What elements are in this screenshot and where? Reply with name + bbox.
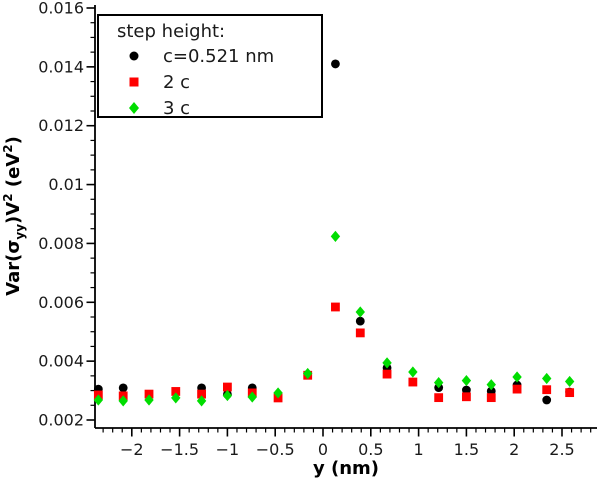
data-point-diamond xyxy=(512,371,522,383)
y-tick-label: 0.014 xyxy=(38,57,84,76)
data-point-diamond xyxy=(542,372,552,385)
data-point-circle xyxy=(542,395,552,405)
green-diamond-marker-icon xyxy=(117,101,151,115)
data-point-diamond xyxy=(408,366,418,378)
data-point-circle xyxy=(331,59,340,69)
data-point-diamond xyxy=(93,394,104,406)
data-point-square xyxy=(486,393,496,403)
x-tick-label: 1 xyxy=(414,440,424,459)
data-point-square xyxy=(171,387,181,396)
data-point-diamond xyxy=(382,357,392,369)
legend-item-label: 2 c xyxy=(163,71,191,93)
y-tick-label: 0.016 xyxy=(38,0,84,17)
data-point-square xyxy=(382,369,392,379)
data-point-diamond xyxy=(222,389,233,402)
data-point-diamond xyxy=(330,230,341,242)
data-point-square xyxy=(223,382,232,392)
data-point-square xyxy=(462,392,471,402)
data-point-diamond xyxy=(273,387,283,399)
x-tick-label: −1.5 xyxy=(160,440,199,459)
data-point-square xyxy=(512,384,522,394)
data-point-square xyxy=(331,302,340,312)
y-tick-label: 0.006 xyxy=(38,293,84,312)
data-point-diamond xyxy=(171,392,181,404)
x-tick-label: 0.5 xyxy=(358,440,383,459)
data-point-diamond xyxy=(461,374,472,387)
x-tick-label: 2.5 xyxy=(549,440,574,459)
data-point-diamond xyxy=(433,377,444,389)
data-point-diamond xyxy=(486,379,496,391)
data-point-diamond xyxy=(247,391,257,403)
legend-item-c: c=0.521 nm xyxy=(99,43,321,69)
legend-item-label: c=0.521 nm xyxy=(163,45,275,67)
data-point-square xyxy=(434,393,444,403)
y-tick-label: 0.008 xyxy=(38,234,84,253)
red-square-marker-icon xyxy=(117,76,151,88)
legend-item-2c: 2 c xyxy=(99,69,321,95)
x-axis-title: y (nm) xyxy=(312,458,380,479)
y-tick-label: 0.004 xyxy=(38,352,84,371)
x-tick-label: 2 xyxy=(509,440,519,459)
data-point-circle xyxy=(355,316,365,326)
legend-title: step height: xyxy=(117,21,226,42)
y-axis-title: Var(σyy)V2 (eV2) xyxy=(1,136,27,296)
data-point-square xyxy=(144,389,154,399)
x-tick-label: −0.5 xyxy=(256,440,295,459)
data-point-diamond xyxy=(196,395,207,407)
x-tick-label: −1 xyxy=(216,440,240,459)
y-tick-label: 0.01 xyxy=(48,175,84,194)
data-point-circle xyxy=(118,383,128,393)
legend-item-3c: 3 c xyxy=(99,95,321,121)
data-point-square xyxy=(355,328,365,338)
legend-item-label: 3 c xyxy=(163,97,191,119)
x-tick-label: 1.5 xyxy=(454,440,479,459)
legend: step height: c=0.521 nm 2 c 3 c xyxy=(97,14,323,121)
data-point-diamond xyxy=(303,367,313,380)
y-tick-label: 0.002 xyxy=(38,411,84,430)
y-tick-label: 0.012 xyxy=(38,116,84,135)
data-point-square xyxy=(408,377,418,387)
data-point-diamond xyxy=(355,306,365,318)
x-tick-label: 0 xyxy=(318,440,328,459)
data-point-circle xyxy=(462,385,471,395)
data-point-diamond xyxy=(144,394,154,406)
data-point-square xyxy=(197,389,206,399)
data-point-square xyxy=(542,385,552,395)
data-point-square xyxy=(565,388,575,398)
x-tick-label: −2 xyxy=(120,440,144,459)
data-point-diamond xyxy=(118,395,128,407)
black-circle-marker-icon xyxy=(117,50,151,62)
data-point-diamond xyxy=(564,375,575,388)
